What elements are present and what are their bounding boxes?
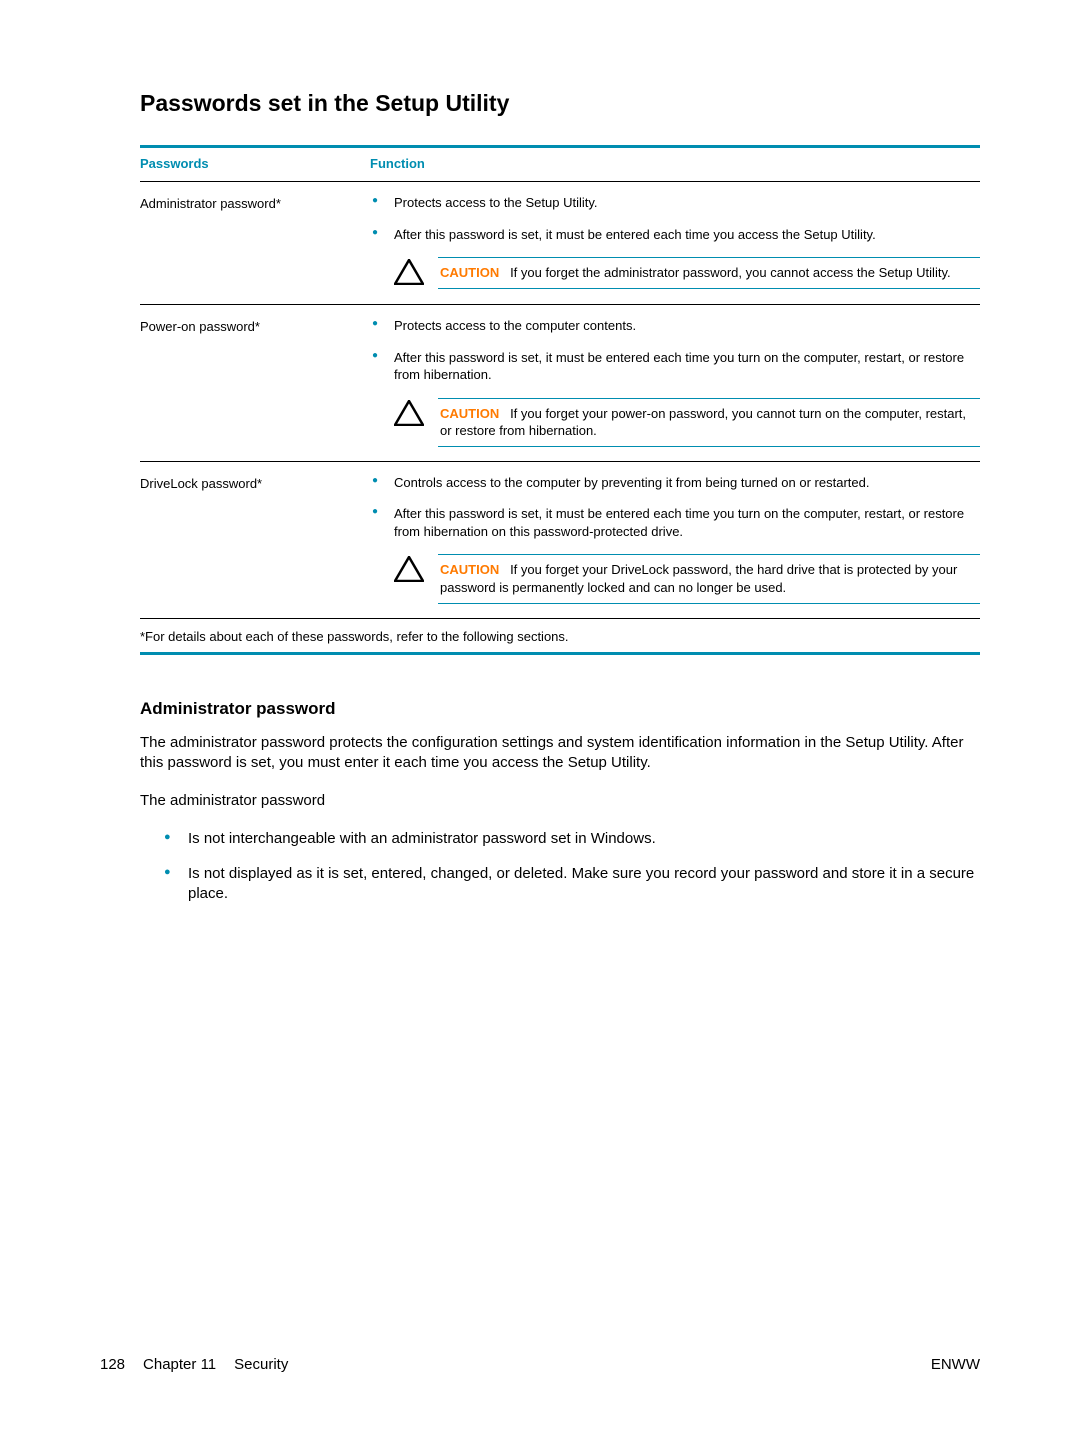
page-heading: Passwords set in the Setup Utility [140, 90, 980, 117]
chapter-title: Security [234, 1356, 288, 1373]
caution-label: CAUTION [440, 265, 499, 280]
password-name: Administrator password* [140, 194, 370, 290]
th-function: Function [370, 156, 980, 171]
section-para: The administrator password protects the … [140, 733, 980, 774]
caution-triangle-icon [394, 259, 424, 290]
footer-right: ENWW [931, 1356, 980, 1373]
table-row: Power-on password* Protects access to th… [140, 305, 980, 462]
function-bullet: Controls access to the computer by preve… [370, 474, 980, 492]
section-bullet-list: Is not interchangeable with an administr… [140, 829, 980, 904]
caution-text: CAUTION If you forget the administrator … [438, 257, 980, 289]
function-bullet: After this password is set, it must be e… [370, 226, 980, 244]
password-function: Protects access to the computer contents… [370, 317, 980, 447]
function-bullet: Protects access to the Setup Utility. [370, 194, 980, 212]
function-bullet: Protects access to the computer contents… [370, 317, 980, 335]
caution-text: CAUTION If you forget your power-on pass… [438, 398, 980, 447]
caution-box: CAUTION If you forget your power-on pass… [394, 398, 980, 447]
function-bullet: After this password is set, it must be e… [370, 505, 980, 540]
password-function: Protects access to the Setup Utility. Af… [370, 194, 980, 290]
page-footer: 128 Chapter 11 Security ENWW [100, 1356, 980, 1373]
table-header-row: Passwords Function [140, 148, 980, 182]
caution-label: CAUTION [440, 562, 499, 577]
table-row: DriveLock password* Controls access to t… [140, 462, 980, 619]
password-name: Power-on password* [140, 317, 370, 447]
caution-text: CAUTION If you forget your DriveLock pas… [438, 554, 980, 603]
caution-triangle-icon [394, 400, 424, 431]
section-bullet: Is not interchangeable with an administr… [164, 829, 980, 849]
password-function: Controls access to the computer by preve… [370, 474, 980, 604]
section-bullet: Is not displayed as it is set, entered, … [164, 864, 980, 905]
function-bullet: After this password is set, it must be e… [370, 349, 980, 384]
caution-triangle-icon [394, 556, 424, 587]
th-passwords: Passwords [140, 156, 370, 171]
section-heading: Administrator password [140, 699, 980, 719]
caution-body: If you forget your DriveLock password, t… [440, 562, 957, 595]
section-para: The administrator password [140, 791, 980, 811]
passwords-table: Passwords Function Administrator passwor… [140, 145, 980, 655]
chapter-label: Chapter 11 [143, 1356, 216, 1373]
table-row: Administrator password* Protects access … [140, 182, 980, 305]
table-footnote: *For details about each of these passwor… [140, 619, 980, 652]
caution-body: If you forget your power-on password, yo… [440, 406, 966, 439]
caution-box: CAUTION If you forget the administrator … [394, 257, 980, 290]
password-name: DriveLock password* [140, 474, 370, 604]
caution-body: If you forget the administrator password… [510, 265, 951, 280]
page-number: 128 [100, 1356, 125, 1373]
caution-box: CAUTION If you forget your DriveLock pas… [394, 554, 980, 603]
caution-label: CAUTION [440, 406, 499, 421]
